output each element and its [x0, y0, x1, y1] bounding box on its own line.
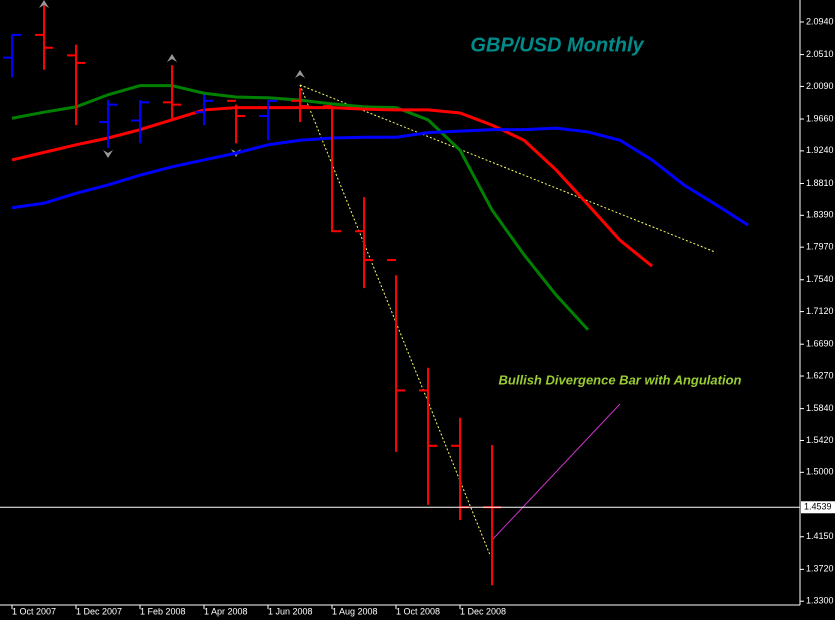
y-tick-label: 1.4150: [806, 531, 834, 541]
fractal-up: [39, 0, 49, 8]
trend-line: [299, 84, 716, 253]
chart-title: GBP/USD Monthly: [470, 34, 644, 56]
moving-average: [11, 126, 749, 227]
y-tick-label: 1.6690: [806, 339, 834, 349]
x-tick-label: 1 Jun 2008: [268, 606, 313, 616]
y-tick-label: 1.6270: [806, 370, 834, 380]
y-tick-label: 1.5420: [806, 435, 834, 445]
fractal-up: [167, 54, 177, 62]
y-tick-label: 1.3720: [806, 564, 834, 574]
annotation: Bullish Divergence Bar with Angulation: [499, 372, 742, 387]
x-tick-label: 1 Oct 2008: [396, 606, 440, 616]
fractal-up: [295, 70, 305, 78]
fractal-down: [103, 150, 113, 158]
x-tick-label: 1 Feb 2008: [140, 606, 186, 616]
y-tick-label: 1.7540: [806, 274, 834, 284]
x-tick-label: 1 Apr 2008: [204, 606, 248, 616]
y-tick-label: 1.9240: [806, 145, 834, 155]
y-tick-label: 1.9660: [806, 113, 834, 123]
x-tick-label: 1 Dec 2007: [76, 606, 122, 616]
angulation-line: [491, 403, 621, 541]
plot: [3, 5, 749, 586]
current-price-label: 1.4539: [804, 502, 832, 512]
x-tick-label: 1 Dec 2008: [460, 606, 506, 616]
y-tick-label: 1.3300: [806, 596, 834, 606]
y-tick-label: 1.8810: [806, 178, 834, 188]
y-tick-label: 2.0510: [806, 49, 834, 59]
y-tick-label: 1.5000: [806, 467, 834, 477]
y-tick-label: 1.7120: [806, 306, 834, 316]
y-tick-label: 2.0090: [806, 81, 834, 91]
current-price-box: [801, 501, 835, 514]
y-tick-label: 1.7970: [806, 242, 834, 252]
y-tick-label: 2.0940: [806, 16, 834, 26]
x-tick-label: 1 Aug 2008: [332, 606, 378, 616]
x-tick-label: 1 Oct 2007: [12, 606, 56, 616]
y-tick-label: 1.5840: [806, 403, 834, 413]
y-tick-label: 1.8390: [806, 210, 834, 220]
